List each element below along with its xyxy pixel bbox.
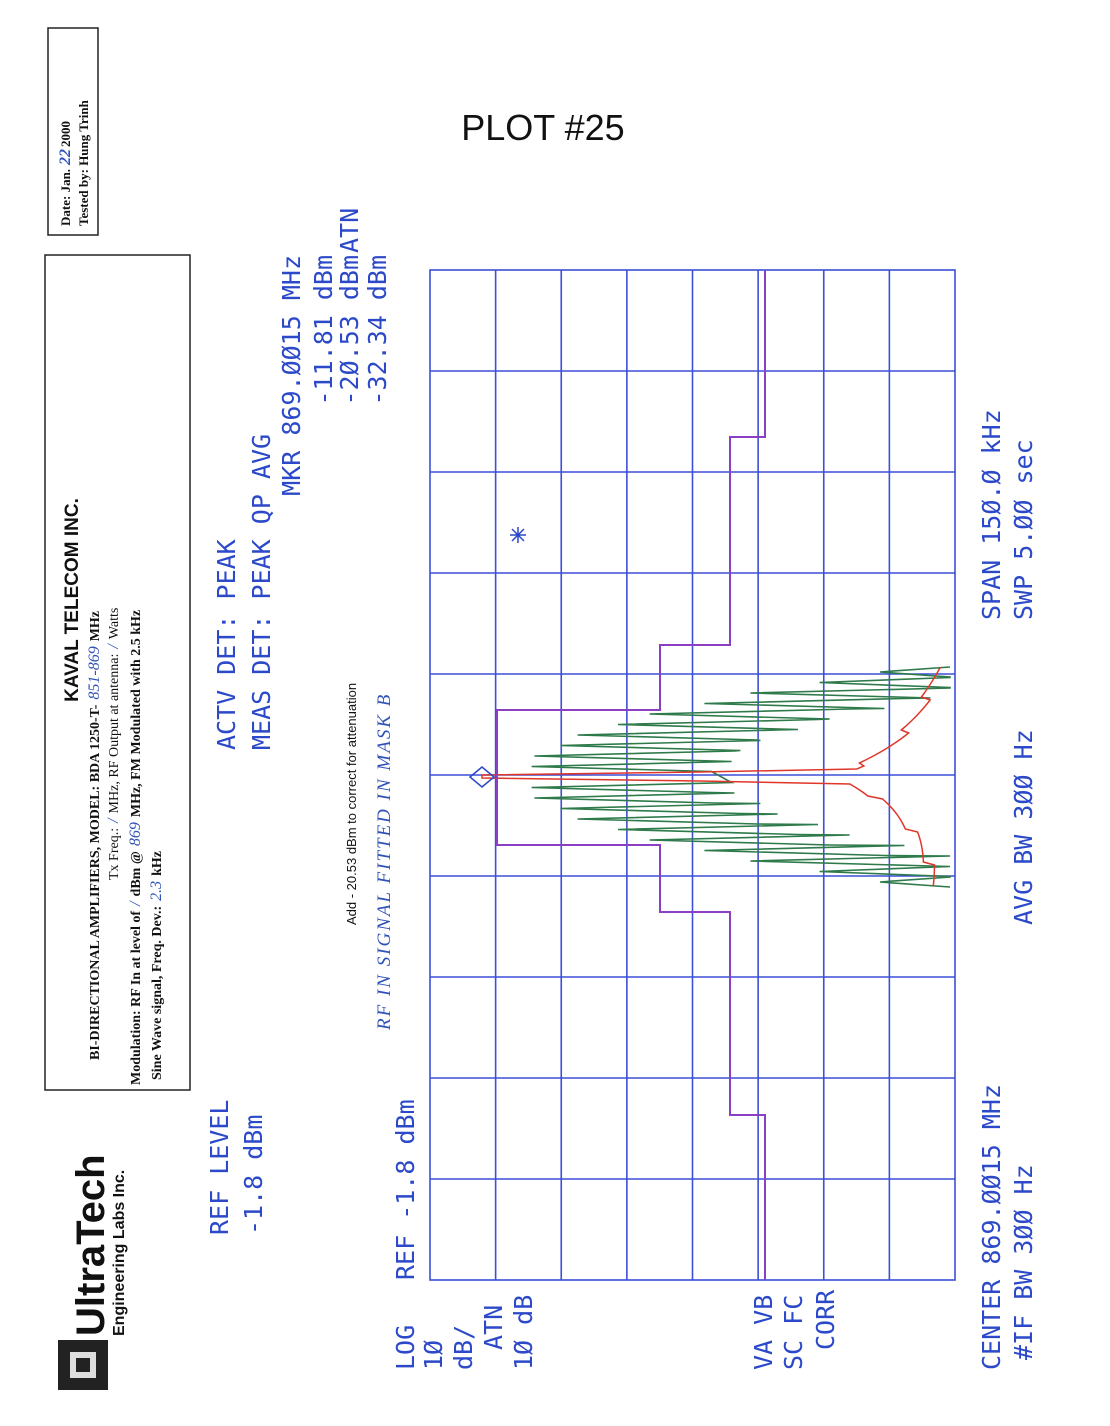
mask-b	[496, 270, 766, 1280]
avg-bw: AVG BW 3ØØ Hz	[1009, 729, 1038, 925]
ref-level-label: REF LEVEL	[205, 1100, 234, 1235]
meas-det: MEAS DET: PEAK QP AVG	[247, 434, 276, 750]
header-line: Sine Wave signal, Freq. Dev.: 2.3 kHz	[148, 851, 165, 1080]
reading: -2Ø.53 dBm	[335, 255, 364, 406]
handwritten-entry: /	[105, 817, 122, 824]
trace-red	[481, 666, 942, 887]
header-line: BI-DIRECTIONAL AMPLIFIERS, MODEL: BDA 12…	[86, 611, 103, 1060]
date-label: Date: Jan.	[58, 169, 73, 226]
handwritten-note: RF IN SIGNAL FITTED IN MASK B	[374, 693, 395, 1031]
logo-mark	[70, 1352, 96, 1378]
marker-diamond	[468, 766, 496, 788]
side-label: ATN	[479, 1305, 508, 1350]
printed-text: BI-DIRECTIONAL AMPLIFIERS, MODEL: BDA 12…	[88, 704, 103, 1060]
handwritten-entry: /	[127, 900, 144, 907]
printed-text: dBm @	[129, 851, 144, 896]
printed-text: Tx Freq.:	[107, 828, 122, 880]
tested-by: Tested by: Hung Trinh	[76, 99, 91, 226]
side-label: VA VB	[749, 1295, 778, 1370]
handwritten-entry: 2.3	[148, 881, 165, 901]
side-label: 1Ø dB	[509, 1295, 538, 1370]
printed-text: MHz, FM Modulated with 2.5 kHz	[129, 610, 144, 817]
printed-text: MHz	[88, 611, 103, 641]
side-label: SC FC	[779, 1295, 808, 1370]
center: CENTER 869.ØØ15 MHz	[977, 1084, 1006, 1370]
header-box	[44, 254, 191, 1091]
printed-text: kHz	[150, 851, 165, 876]
side-label: 1Ø	[419, 1340, 448, 1370]
ref-level-value: -1.8 dBm	[239, 1115, 268, 1235]
date-year: 2000	[58, 121, 73, 147]
marker-freq: MKR 869.ØØ15 MHz	[277, 255, 306, 496]
logo-sub: Engineering Labs Inc.	[111, 1170, 128, 1336]
test-box	[47, 27, 99, 236]
logo-icon	[58, 1340, 108, 1390]
actv-det: ACTV DET: PEAK	[212, 539, 241, 750]
printed-text: Modulation: RF In at level of	[129, 911, 144, 1085]
ref: REF -1.8 dBm	[391, 1099, 420, 1280]
header-line: Modulation: RF In at level of / dBm @ 869 MH…	[127, 610, 144, 1085]
reading: -32.34 dBm	[363, 255, 392, 406]
analyzer-screen	[429, 269, 956, 1281]
date: Date: Jan. 22 2000	[57, 121, 74, 226]
reading: -11.81 dBm	[309, 255, 338, 406]
company: KAVAL TELECOM INC.	[62, 498, 83, 702]
header-line: Tx Freq.: / MHz, RF Output at antenna: / Wat…	[105, 608, 122, 880]
attenuation-note: Add - 20.53 dBm to correct for attenuati…	[344, 683, 359, 925]
logo-name: UltraTech	[69, 1154, 113, 1336]
atn: ATN	[335, 208, 364, 253]
plot-title: PLOT #25	[461, 107, 624, 148]
asterisk	[510, 527, 526, 543]
side-label: CORR	[811, 1289, 840, 1350]
rotated-page: UltraTech Engineering Labs Inc. KAVAL TE…	[44, 27, 1038, 1390]
if-bw: #IF BW 3ØØ Hz	[1009, 1164, 1038, 1360]
side-label: LOG	[391, 1325, 420, 1370]
sweep: SWP 5.ØØ sec	[1009, 439, 1038, 620]
printed-text: MHz, RF Output at antenna:	[107, 654, 122, 814]
handwritten-entry: 869	[127, 822, 144, 846]
handwritten-entry: /	[105, 643, 122, 650]
trace-green	[531, 666, 951, 888]
printed-text: Watts	[107, 608, 122, 640]
side-label: dB/	[449, 1325, 478, 1370]
handwritten-entry: 851-869	[86, 646, 103, 699]
span: SPAN 15Ø.Ø kHz	[977, 409, 1006, 620]
printed-text: Sine Wave signal, Freq. Dev.:	[150, 906, 165, 1080]
date-day: 22	[57, 149, 74, 166]
